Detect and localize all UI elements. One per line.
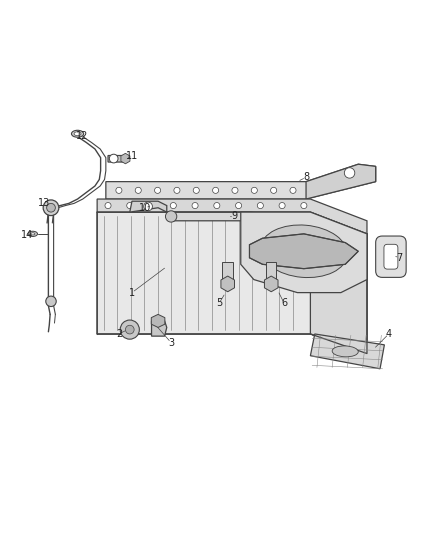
Circle shape bbox=[125, 325, 134, 334]
Polygon shape bbox=[223, 262, 233, 284]
Circle shape bbox=[232, 187, 238, 193]
Circle shape bbox=[265, 213, 277, 224]
Polygon shape bbox=[306, 164, 376, 199]
Polygon shape bbox=[311, 212, 367, 353]
Ellipse shape bbox=[74, 132, 81, 136]
Circle shape bbox=[127, 203, 133, 208]
Polygon shape bbox=[152, 321, 167, 336]
Text: 14: 14 bbox=[21, 230, 33, 240]
Circle shape bbox=[144, 202, 152, 211]
Circle shape bbox=[110, 154, 118, 163]
Circle shape bbox=[46, 296, 56, 306]
Circle shape bbox=[257, 203, 263, 208]
Polygon shape bbox=[108, 156, 127, 162]
FancyBboxPatch shape bbox=[384, 244, 398, 269]
Text: 7: 7 bbox=[396, 253, 403, 263]
Circle shape bbox=[43, 200, 59, 215]
Circle shape bbox=[214, 203, 220, 208]
Text: 13: 13 bbox=[38, 198, 50, 208]
Polygon shape bbox=[241, 212, 367, 293]
Circle shape bbox=[105, 203, 111, 208]
Text: 3: 3 bbox=[168, 338, 174, 348]
Circle shape bbox=[120, 320, 139, 339]
Polygon shape bbox=[97, 199, 367, 234]
Circle shape bbox=[236, 203, 242, 208]
Text: 4: 4 bbox=[386, 329, 392, 339]
Circle shape bbox=[135, 187, 141, 193]
Text: 11: 11 bbox=[126, 150, 138, 160]
Polygon shape bbox=[311, 334, 385, 369]
Ellipse shape bbox=[261, 225, 347, 278]
Text: 5: 5 bbox=[216, 298, 222, 309]
Text: 2: 2 bbox=[116, 329, 122, 339]
Circle shape bbox=[193, 187, 199, 193]
Circle shape bbox=[174, 187, 180, 193]
Polygon shape bbox=[171, 212, 271, 223]
FancyBboxPatch shape bbox=[376, 236, 406, 277]
Circle shape bbox=[166, 211, 177, 222]
Circle shape bbox=[148, 203, 155, 208]
Ellipse shape bbox=[28, 231, 38, 237]
Polygon shape bbox=[250, 234, 358, 269]
Circle shape bbox=[271, 187, 277, 193]
Ellipse shape bbox=[31, 233, 35, 235]
Circle shape bbox=[251, 187, 258, 193]
Circle shape bbox=[279, 203, 285, 208]
Polygon shape bbox=[151, 314, 165, 327]
Circle shape bbox=[290, 187, 296, 193]
Circle shape bbox=[116, 187, 122, 193]
Ellipse shape bbox=[332, 346, 358, 357]
Polygon shape bbox=[106, 164, 376, 199]
Text: 10: 10 bbox=[139, 203, 151, 213]
Text: 9: 9 bbox=[231, 212, 237, 221]
Circle shape bbox=[155, 187, 161, 193]
Circle shape bbox=[301, 203, 307, 208]
Polygon shape bbox=[97, 212, 367, 353]
Text: 12: 12 bbox=[76, 131, 88, 141]
Text: 1: 1 bbox=[129, 288, 135, 297]
Polygon shape bbox=[266, 262, 276, 284]
Circle shape bbox=[192, 203, 198, 208]
Polygon shape bbox=[121, 154, 130, 164]
Polygon shape bbox=[221, 276, 234, 292]
Circle shape bbox=[170, 203, 177, 208]
Text: 6: 6 bbox=[281, 298, 287, 309]
Ellipse shape bbox=[71, 130, 84, 137]
Text: 8: 8 bbox=[303, 172, 309, 182]
Circle shape bbox=[212, 187, 219, 193]
Circle shape bbox=[344, 168, 355, 178]
Polygon shape bbox=[265, 276, 278, 292]
Circle shape bbox=[47, 204, 55, 212]
Polygon shape bbox=[130, 201, 167, 212]
